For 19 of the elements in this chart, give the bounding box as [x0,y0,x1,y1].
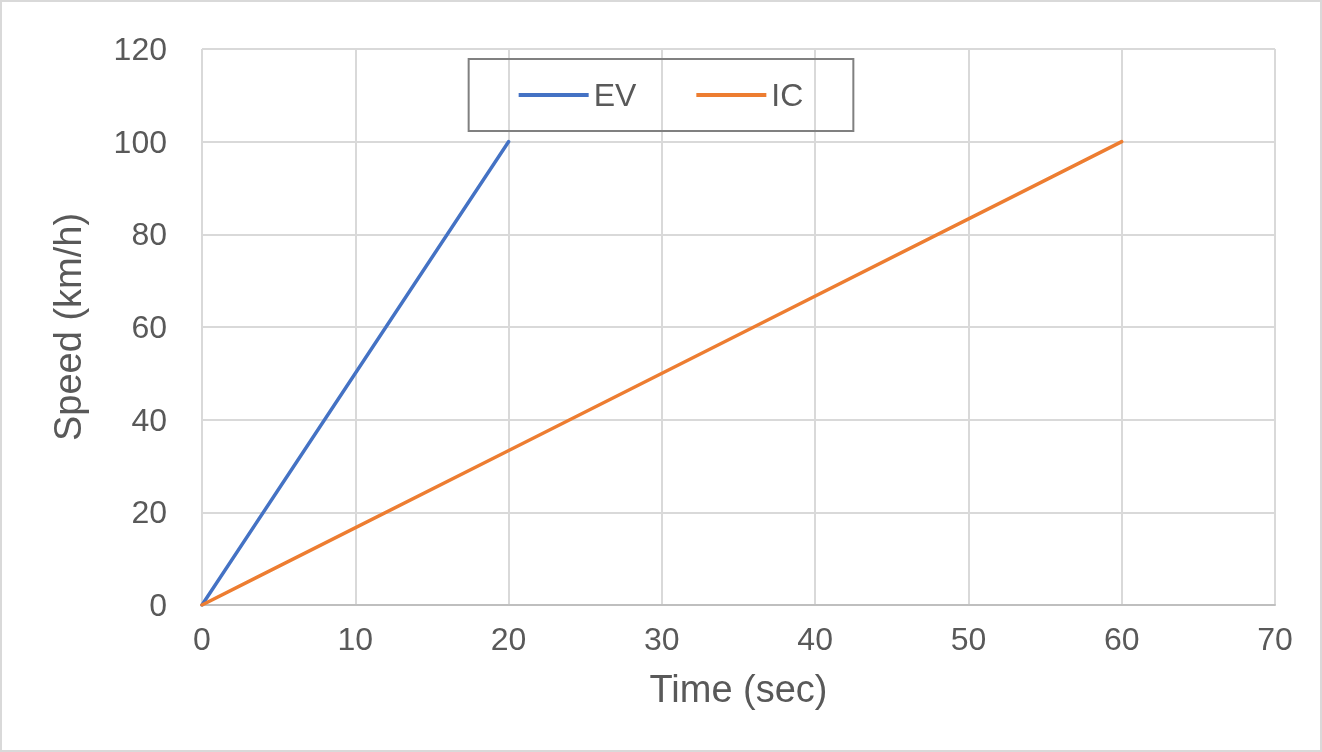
x-tick-label: 40 [797,621,833,657]
y-tick-label: 0 [149,587,167,623]
x-axis-title: Time (sec) [649,668,828,710]
x-tick-label: 50 [950,621,987,657]
y-tick-label: 40 [131,401,167,438]
y-tick-label: 20 [131,494,167,531]
x-tick-label: 60 [1103,621,1140,657]
legend-label: IC [771,77,804,113]
x-tick-label: 0 [193,621,211,657]
y-tick-label: 80 [131,216,167,253]
y-axis-title: Speed (km/h) [47,212,89,442]
y-tick-label: 120 [113,31,167,67]
x-tick-label: 70 [1257,621,1293,657]
x-tick-label: 10 [337,621,374,657]
y-tick-label: 60 [131,309,167,345]
x-tick-label: 20 [490,621,527,657]
y-tick-label: 100 [113,123,167,160]
legend-label: EV [593,77,637,113]
x-tick-label: 30 [644,621,680,657]
